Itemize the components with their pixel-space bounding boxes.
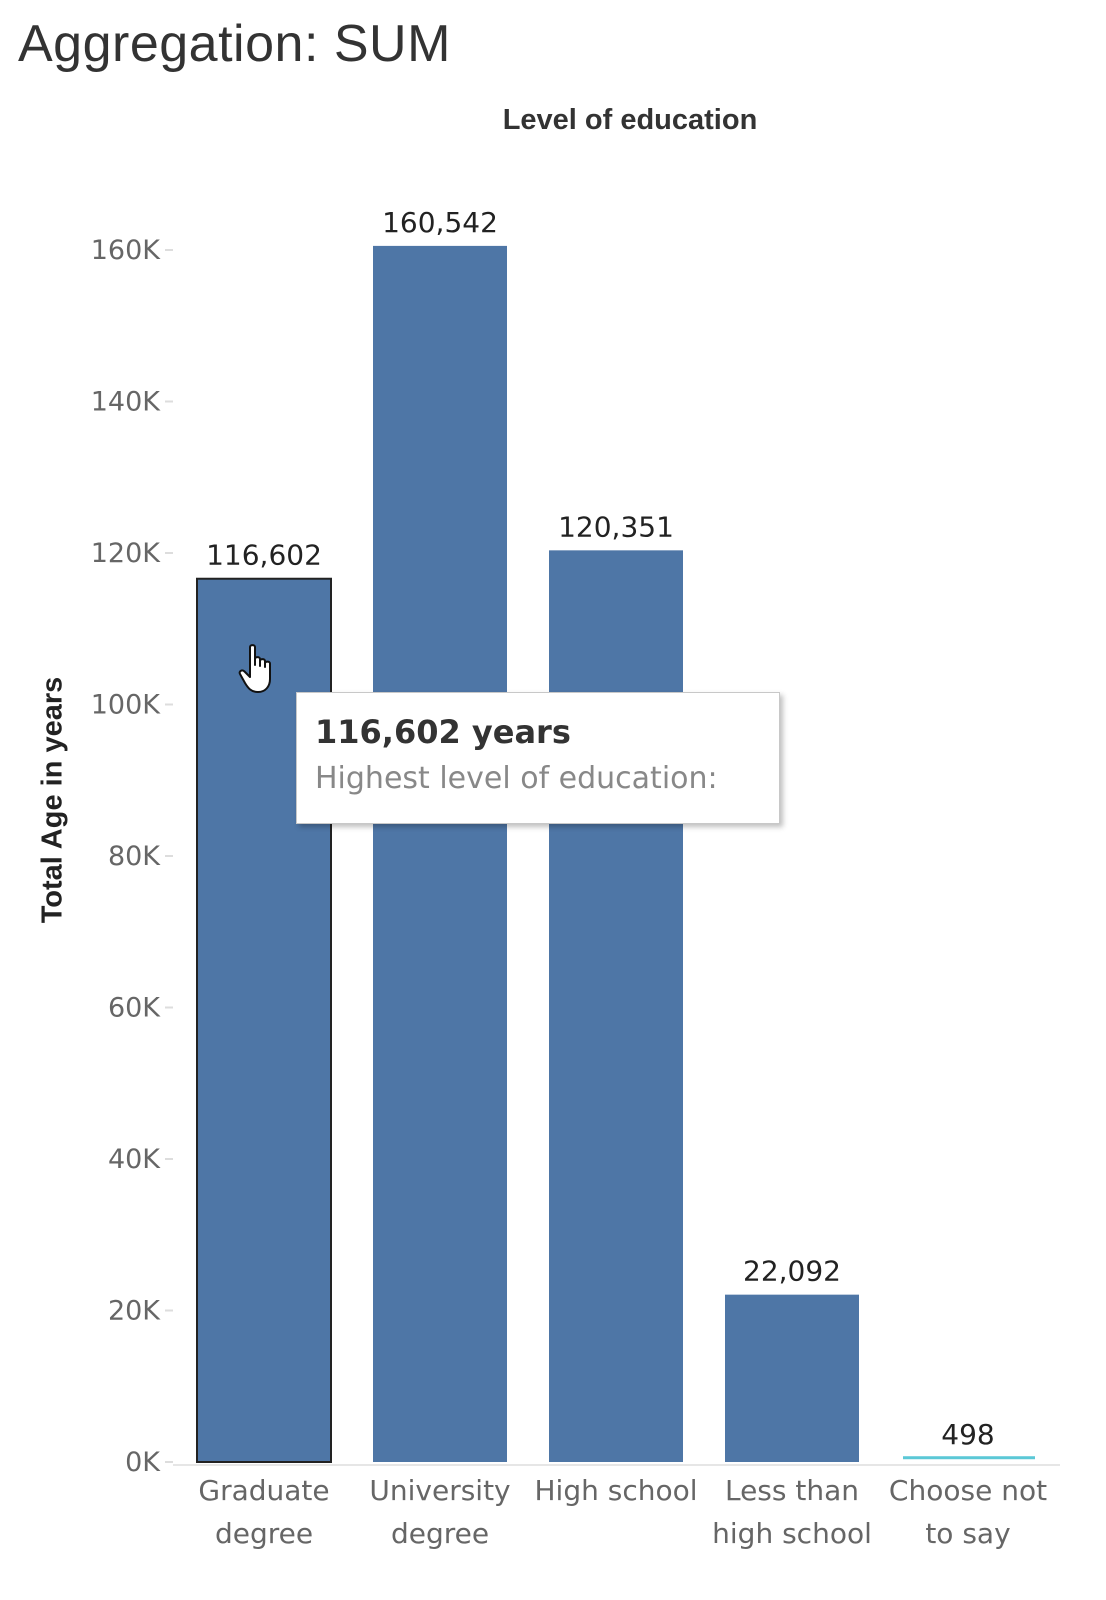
bar[interactable]: [903, 1456, 1035, 1460]
category-label: Graduate degree: [198, 1474, 329, 1550]
bars: [196, 245, 1035, 1463]
category-label-line: Less than: [725, 1474, 859, 1507]
category-label-line: high school: [712, 1517, 872, 1550]
y-tick-label: 140K: [91, 387, 162, 418]
y-tick-label: 100K: [91, 690, 162, 721]
category-label-line: degree: [215, 1517, 313, 1550]
page-title: Aggregation: SUM: [18, 15, 451, 73]
tooltip-value: 116,602 years: [315, 713, 571, 751]
data-label: 120,351: [558, 510, 674, 543]
y-tick-label: 0K: [125, 1447, 161, 1478]
y-tick-label: 80K: [108, 841, 161, 872]
y-tick-label: 160K: [91, 235, 162, 266]
category-label-line: Choose not: [889, 1474, 1047, 1507]
category-label-line: University: [369, 1474, 510, 1507]
y-tick-label: 40K: [108, 1144, 161, 1175]
tooltip-description: Highest level of education:: [315, 761, 718, 796]
y-tick-label: 20K: [108, 1296, 161, 1327]
category-label-line: to say: [925, 1517, 1010, 1550]
y-axis-ticks: 0K 20K 40K 60K 80K 100K 120K 140K 160K: [91, 235, 173, 1478]
tooltip: 116,602 years Highest level of education…: [296, 692, 780, 824]
bar[interactable]: [725, 1294, 859, 1462]
data-labels: 116,602 160,542 120,351 22,092 498: [206, 206, 995, 1451]
column-header: Level of education: [502, 104, 758, 136]
category-label: High school: [534, 1474, 697, 1507]
y-tick-label: 120K: [91, 538, 162, 569]
bar[interactable]: [549, 550, 683, 1462]
category-label: Choose not to say: [889, 1474, 1047, 1550]
category-labels: Graduate degree University degree High schoo…: [198, 1474, 1047, 1550]
category-label-line: Graduate: [198, 1474, 329, 1507]
data-label: 160,542: [382, 206, 498, 239]
bar[interactable]: [373, 245, 507, 1463]
data-label: 22,092: [743, 1255, 841, 1288]
category-label: Less than high school: [712, 1474, 872, 1550]
category-label: University degree: [369, 1474, 510, 1550]
hand-pointer-icon: [238, 644, 271, 693]
y-tick-label: 60K: [108, 993, 161, 1024]
data-label: 498: [941, 1418, 994, 1451]
category-label-line: High school: [534, 1474, 697, 1507]
category-label-line: degree: [391, 1517, 489, 1550]
data-label: 116,602: [206, 539, 322, 572]
